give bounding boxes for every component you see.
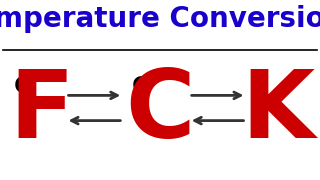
Text: o: o: [132, 70, 153, 99]
Text: F: F: [9, 66, 74, 158]
Text: Temperature Conversions: Temperature Conversions: [0, 5, 320, 33]
Text: C: C: [125, 66, 195, 158]
Text: o: o: [13, 70, 35, 99]
Text: K: K: [242, 66, 315, 158]
